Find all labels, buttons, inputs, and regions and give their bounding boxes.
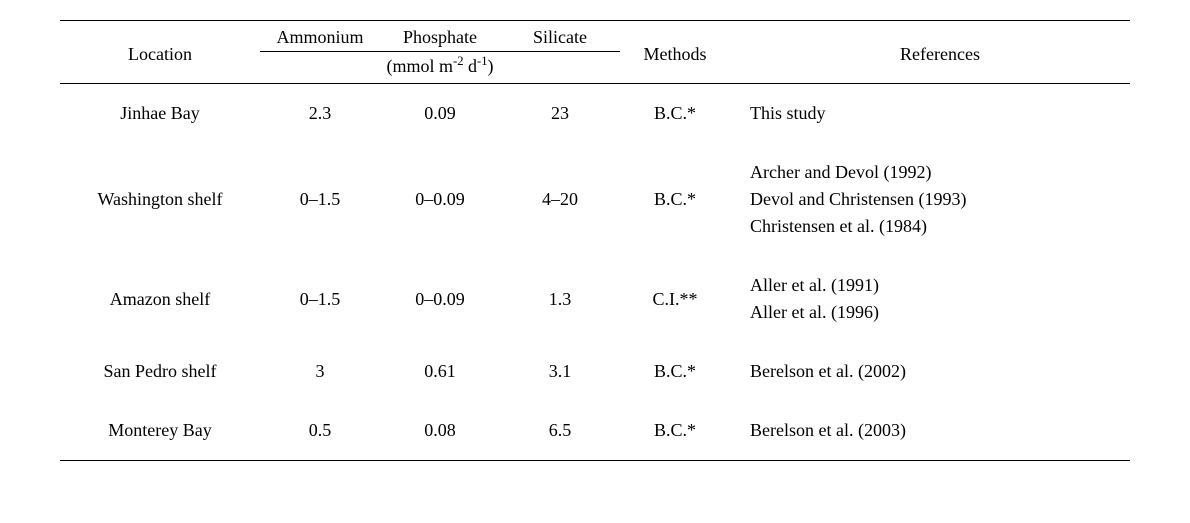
header-ammonium: Ammonium [260,21,380,51]
cell-silicate: 6.5 [500,401,620,461]
benthic-flux-table: Location Ammonium Phosphate Silicate Met… [60,20,1130,461]
cell-ammonium: 0–1.5 [260,256,380,342]
table-row: Amazon shelf0–1.50–0.091.3C.I.** Aller et… [60,256,1130,342]
cell-phosphate: 0.09 [380,84,500,144]
references-text: Berelson et al. (2003) [750,417,1130,444]
cell-silicate: 23 [500,84,620,144]
table-body: Jinhae Bay2.30.0923B.C.*This studyWashin… [60,84,1130,461]
header-silicate: Silicate [500,21,620,51]
table-row: San Pedro shelf30.613.1B.C.* Berelson et … [60,342,1130,401]
cell-location: Jinhae Bay [60,84,260,144]
unit-exp2: -1 [477,54,488,68]
cell-phosphate: 0.61 [380,342,500,401]
cell-phosphate: 0–0.09 [380,143,500,256]
unit-prefix: (mmol m [387,56,454,76]
header-references: References [730,21,1130,84]
cell-method: B.C.* [620,342,730,401]
table-row: Monterey Bay0.50.086.5B.C.* Berelson et a… [60,401,1130,461]
cell-method: C.I.** [620,256,730,342]
cell-references: Aller et al. (1991)Aller et al. (1996) [730,256,1130,342]
cell-references: Berelson et al. (2002) [730,342,1130,401]
unit-mid: d [464,56,478,76]
cell-location: Amazon shelf [60,256,260,342]
references-text: Aller et al. (1991)Aller et al. (1996) [750,272,1130,326]
cell-method: B.C.* [620,143,730,256]
cell-phosphate: 0–0.09 [380,256,500,342]
header-unit: (mmol m-2 d-1) [260,52,620,84]
cell-silicate: 4–20 [500,143,620,256]
unit-exp1: -2 [453,54,464,68]
cell-method: B.C.* [620,84,730,144]
cell-location: Monterey Bay [60,401,260,461]
cell-references: Archer and Devol (1992)Devol and Christe… [730,143,1130,256]
unit-suffix: ) [488,56,494,76]
header-methods: Methods [620,21,730,84]
references-text: Berelson et al. (2002) [750,358,1130,385]
references-text: This study [750,100,1130,127]
cell-ammonium: 2.3 [260,84,380,144]
cell-references: This study [730,84,1130,144]
references-text: Archer and Devol (1992)Devol and Christe… [750,159,1130,240]
cell-method: B.C.* [620,401,730,461]
cell-references: Berelson et al. (2003) [730,401,1130,461]
cell-ammonium: 3 [260,342,380,401]
cell-phosphate: 0.08 [380,401,500,461]
cell-ammonium: 0.5 [260,401,380,461]
cell-location: San Pedro shelf [60,342,260,401]
header-location: Location [60,21,260,84]
cell-silicate: 1.3 [500,256,620,342]
header-row-1: Location Ammonium Phosphate Silicate Met… [60,21,1130,51]
header-phosphate: Phosphate [380,21,500,51]
cell-location: Washington shelf [60,143,260,256]
table-row: Washington shelf0–1.50–0.094–20B.C.*Arch… [60,143,1130,256]
cell-silicate: 3.1 [500,342,620,401]
table-row: Jinhae Bay2.30.0923B.C.* This study [60,84,1130,144]
cell-ammonium: 0–1.5 [260,143,380,256]
